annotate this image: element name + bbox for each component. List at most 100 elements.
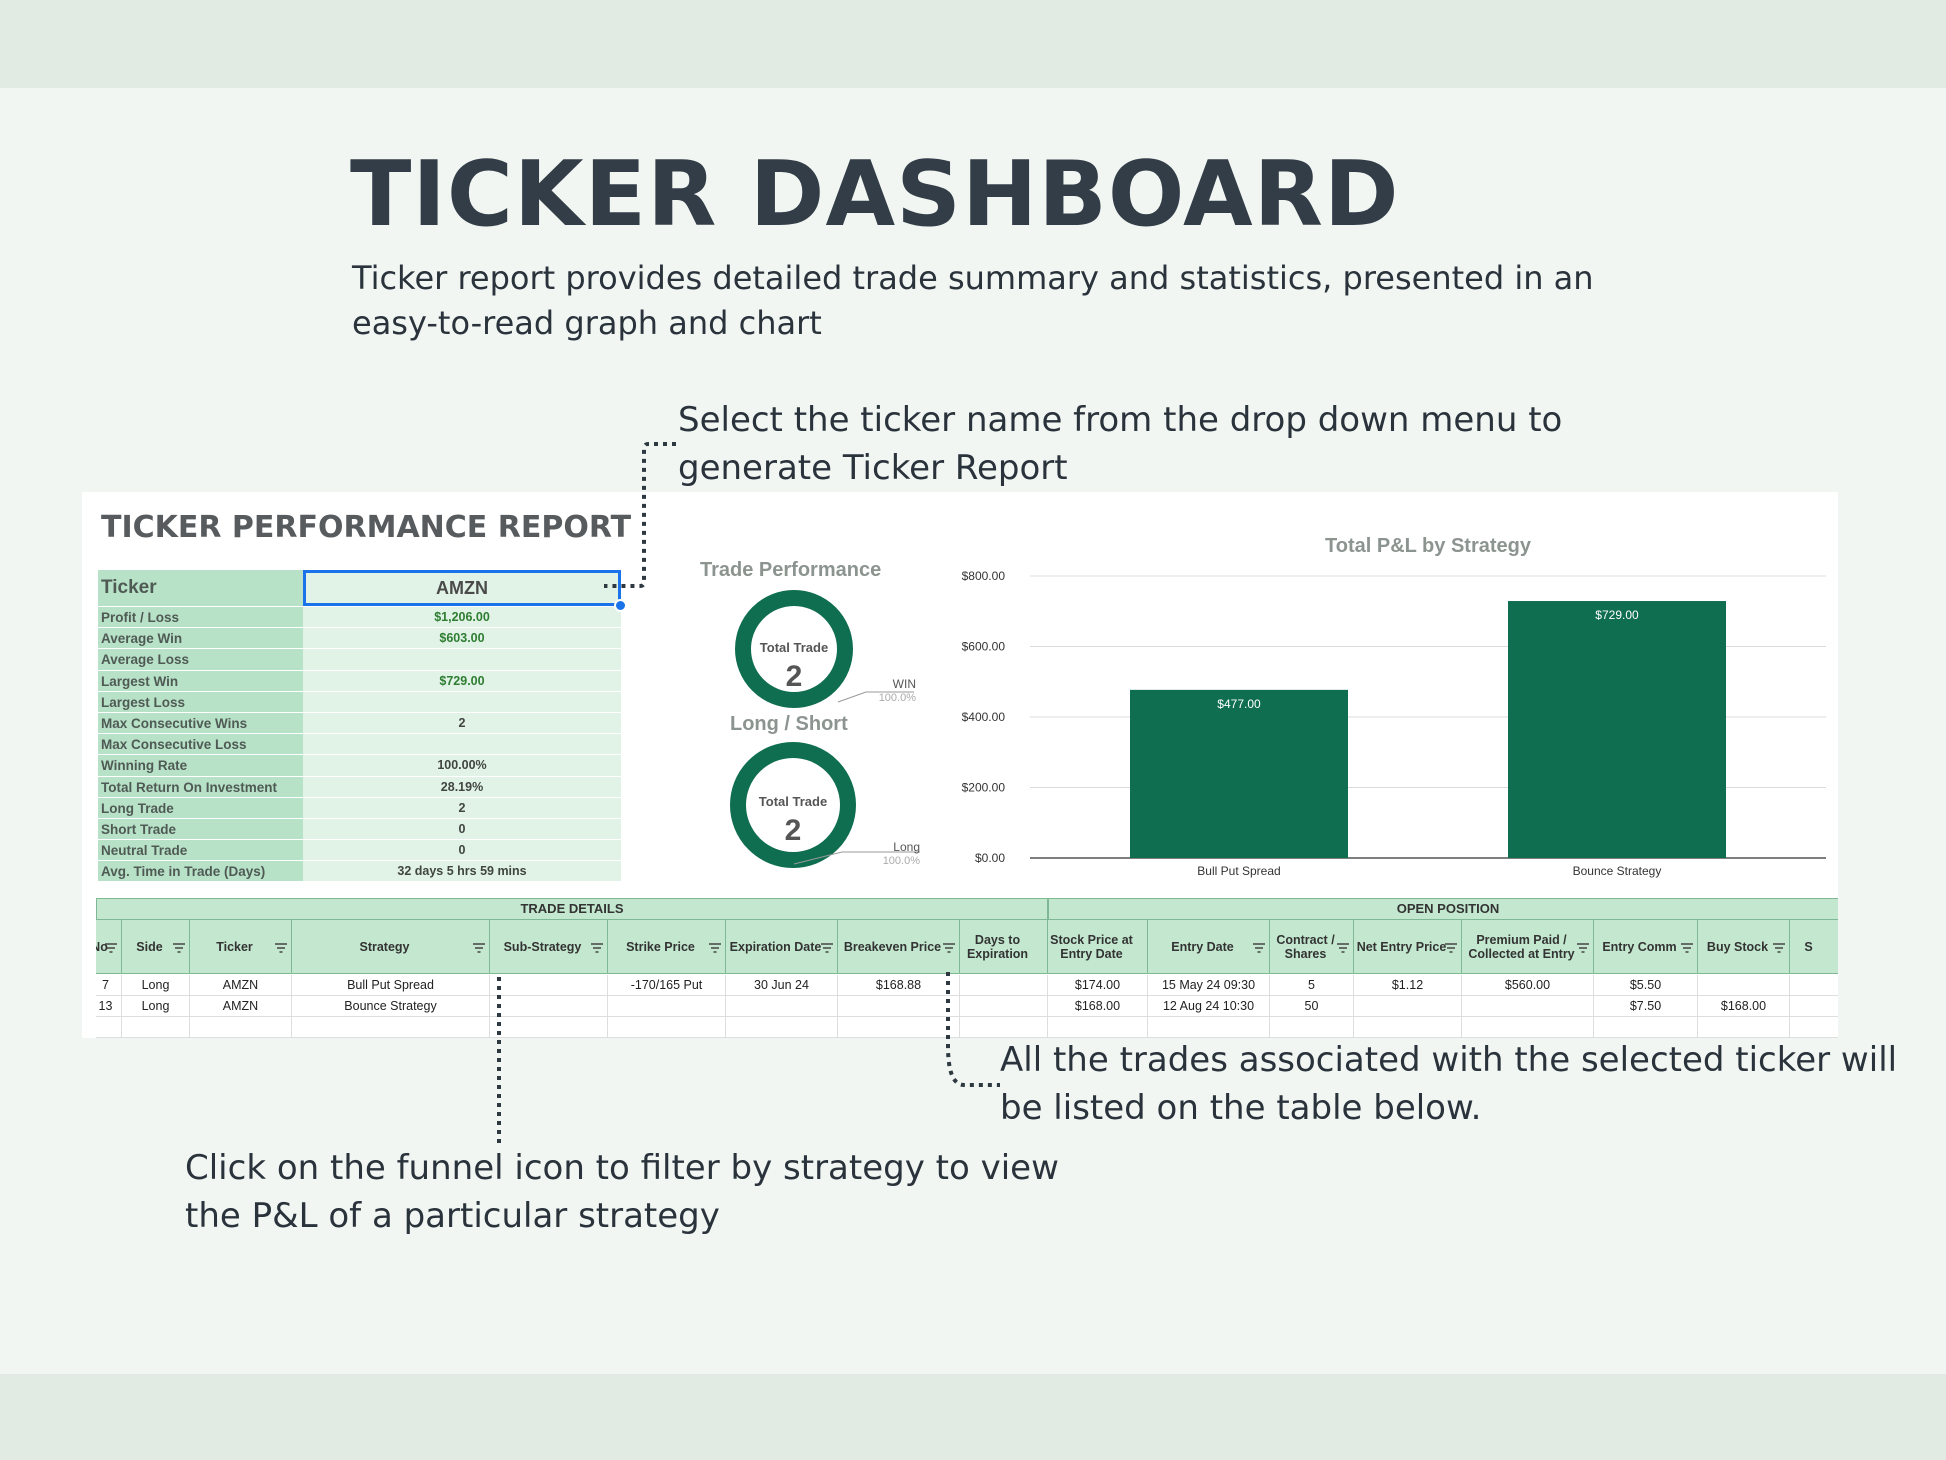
table-cell[interactable]: 15 May 24 09:30 [1148, 975, 1270, 996]
table-cell[interactable]: 5 [1270, 975, 1354, 996]
page-title: TICKER DASHBOARD [350, 142, 1400, 247]
filter-funnel-icon[interactable] [591, 942, 603, 953]
stat-row: Avg. Time in Trade (Days) 32 days 5 hrs 5… [98, 861, 621, 883]
donut-center-label: Total Trade [758, 794, 828, 809]
table-cell[interactable]: $168.00 [1048, 996, 1148, 1017]
donut-leader-line [793, 851, 920, 865]
table-cell[interactable] [726, 996, 838, 1017]
table-cell[interactable] [838, 996, 960, 1017]
table-cell[interactable] [960, 996, 1048, 1017]
filter-funnel-icon[interactable] [821, 942, 833, 953]
stat-row: Average Loss [98, 649, 621, 671]
stat-label: Max Consecutive Loss [98, 734, 303, 755]
filter-funnel-icon[interactable] [1445, 942, 1457, 953]
table-cell[interactable] [608, 996, 726, 1017]
column-header: Breakeven Price [838, 920, 960, 974]
column-header-label: Strike Price [626, 939, 695, 954]
table-cell[interactable]: Bull Put Spread [292, 975, 490, 996]
table-cell[interactable] [1048, 1017, 1148, 1038]
group-trade-details: TRADE DETAILS [96, 898, 1048, 920]
table-cell[interactable]: AMZN [190, 996, 292, 1017]
filter-funnel-icon[interactable] [1337, 942, 1349, 953]
table-cell[interactable]: 12 Aug 24 10:30 [1148, 996, 1270, 1017]
table-cell[interactable]: Long [122, 996, 190, 1017]
stat-label: Long Trade [98, 797, 303, 818]
stat-value: 2 [303, 797, 621, 818]
table-cell[interactable] [490, 975, 608, 996]
table-cell[interactable] [1354, 996, 1462, 1017]
filter-funnel-icon[interactable] [943, 942, 955, 953]
table-cell[interactable] [1148, 1017, 1270, 1038]
table-cell[interactable]: 13 [96, 996, 122, 1017]
table-cell[interactable] [292, 1017, 490, 1038]
table-cell[interactable] [1270, 1017, 1354, 1038]
table-cell[interactable] [190, 1017, 292, 1038]
stat-label: Profit / Loss [98, 607, 303, 628]
column-header: Strategy [292, 920, 490, 974]
table-cell[interactable] [1790, 1017, 1838, 1038]
filter-funnel-icon[interactable] [275, 942, 287, 953]
ticker-dropdown[interactable]: AMZN [303, 570, 627, 612]
table-cell[interactable]: $168.88 [838, 975, 960, 996]
column-header-label: Premium Paid / Collected at Entry [1468, 932, 1575, 961]
table-cell[interactable] [960, 1017, 1048, 1038]
table-cell[interactable]: -170/165 Put [608, 975, 726, 996]
trade-performance-title: Trade Performance [700, 559, 882, 581]
table-cell[interactable] [1462, 996, 1594, 1017]
table-cell[interactable]: 7 [96, 975, 122, 996]
table-cell[interactable] [1594, 1017, 1698, 1038]
table-cell[interactable]: $174.00 [1048, 975, 1148, 996]
ticker-stats-table: Ticker AMZN Profit / Loss $1,206.00 Averag… [98, 570, 627, 883]
stat-row: Largest Loss [98, 691, 621, 713]
table-cell[interactable] [490, 1017, 608, 1038]
filter-funnel-icon[interactable] [709, 942, 721, 953]
column-header: Stock Price at Entry Date [1048, 920, 1148, 974]
table-cell[interactable] [96, 1017, 122, 1038]
note-funnel-filter: Click on the funnel icon to filter by st… [185, 1148, 1059, 1236]
bottom-band [0, 1374, 1946, 1460]
table-cell[interactable] [1698, 975, 1790, 996]
table-cell[interactable] [726, 1017, 838, 1038]
filter-funnel-icon[interactable] [1253, 942, 1265, 953]
table-cell[interactable] [1462, 1017, 1594, 1038]
table-cell[interactable] [490, 996, 608, 1017]
leader-line-ticker [604, 442, 676, 588]
table-cell[interactable] [960, 975, 1048, 996]
stat-label: Average Loss [98, 649, 303, 670]
x-tick-label: Bull Put Spread [1197, 864, 1280, 878]
filter-funnel-icon[interactable] [473, 942, 485, 953]
table-cell[interactable]: 30 Jun 24 [726, 975, 838, 996]
stat-value: 28.19% [303, 776, 621, 797]
table-cell[interactable] [838, 1017, 960, 1038]
cell-selection-handle[interactable] [614, 599, 627, 612]
table-cell[interactable]: AMZN [190, 975, 292, 996]
table-cell[interactable] [1790, 975, 1838, 996]
table-cell[interactable] [1354, 1017, 1462, 1038]
filter-funnel-icon[interactable] [1773, 942, 1785, 953]
column-header: Contract / Shares [1270, 920, 1354, 974]
table-cell[interactable]: Long [122, 975, 190, 996]
table-cell[interactable]: Bounce Strategy [292, 996, 490, 1017]
report-title: TICKER PERFORMANCE REPORT [101, 510, 632, 545]
table-cell[interactable]: $7.50 [1594, 996, 1698, 1017]
table-cell[interactable]: $168.00 [1698, 996, 1790, 1017]
filter-funnel-icon[interactable] [105, 942, 117, 953]
column-header: Ticker [190, 920, 292, 974]
table-cell[interactable] [122, 1017, 190, 1038]
table-cell[interactable] [608, 1017, 726, 1038]
donut-legend-label: Long [893, 840, 920, 854]
table-cell[interactable]: 50 [1270, 996, 1354, 1017]
table-cell[interactable] [1790, 996, 1838, 1017]
filter-funnel-icon[interactable] [173, 942, 185, 953]
column-header: Entry Date [1148, 920, 1270, 974]
leader-line-funnel [497, 977, 501, 1147]
note-select-ticker: Select the ticker name from the drop dow… [678, 400, 1563, 488]
stat-value: 2 [303, 712, 621, 734]
filter-funnel-icon[interactable] [1577, 942, 1589, 953]
table-cell[interactable]: $1.12 [1354, 975, 1462, 996]
table-cell[interactable]: $560.00 [1462, 975, 1594, 996]
table-cell[interactable] [1698, 1017, 1790, 1038]
filter-funnel-icon[interactable] [1681, 942, 1693, 953]
table-cell[interactable]: $5.50 [1594, 975, 1698, 996]
